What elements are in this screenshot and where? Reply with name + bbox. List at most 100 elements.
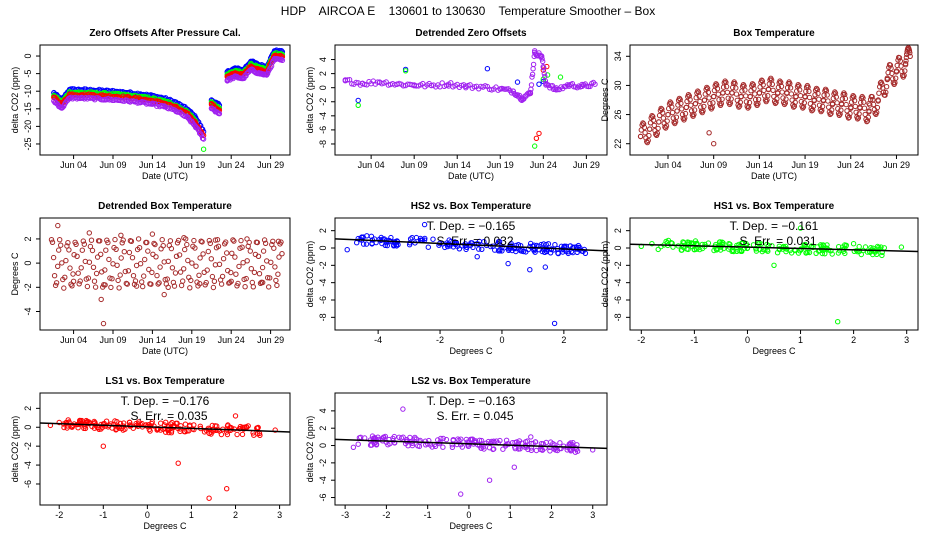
data-point [893,75,899,81]
plot-frame [334,217,608,331]
x-tick-label: Jun 14 [139,160,166,170]
data-point [248,266,255,272]
data-point [239,244,245,250]
data-point [73,241,79,248]
data-point [516,438,523,444]
data-point [127,422,133,428]
data-point [176,252,183,258]
data-point [570,249,576,256]
data-point [684,239,691,245]
data-point [178,282,185,289]
data-point [649,113,655,119]
data-point [833,94,839,100]
data-point [513,242,519,249]
y-tick-label: -6 [23,480,33,488]
data-point [854,116,861,122]
data-point [206,237,213,244]
data-point [91,278,98,284]
data-point [105,239,111,246]
data-point [113,246,119,253]
y-tick-label: -5 [23,70,33,78]
data-point [355,102,361,109]
data-point [719,96,725,102]
data-point [650,117,657,123]
data-point [654,130,660,136]
data-point [175,460,181,466]
data-point [74,253,80,259]
data-point [136,245,143,251]
data-point [80,238,87,244]
data-point [874,243,881,250]
x-axis-label: Degrees C [143,521,187,531]
panel-title: Detrended Zero Offsets [415,28,527,39]
data-point [407,236,414,242]
data-point [119,240,125,246]
data-point [267,275,273,281]
plot-panel-6: HS1 vs. Box Temperature -2 -1 0 1 2 3 2 0 -2 -4 -6 -… [600,201,919,356]
data-point [523,439,529,445]
x-tick-label: Jun 04 [654,160,681,170]
data-point [888,65,894,72]
data-point [527,89,534,96]
data-point [864,118,871,124]
data-point [182,421,189,427]
data-point [355,97,361,104]
data-point [279,251,285,257]
data-point [650,113,656,120]
data-point [547,448,553,454]
data-point [230,237,236,243]
data-point [678,100,684,107]
data-point [101,282,107,288]
data-point [212,423,218,429]
data-point [151,240,157,247]
data-point [685,241,691,248]
data-point [175,237,182,244]
data-point [62,274,68,280]
data-point [682,110,689,117]
data-point [792,99,798,106]
data-point [548,246,555,253]
data-point [876,244,882,251]
data-point [191,426,197,433]
data-point [165,258,172,264]
data-point [733,85,739,91]
data-point [446,237,452,243]
data-point [736,104,742,110]
data-point [77,417,83,424]
data-point [527,267,533,273]
data-point [149,231,156,237]
data-point [875,98,881,104]
data-point [182,246,188,253]
data-point [257,432,263,438]
y-tick-label: 2 [23,236,33,241]
data-point [255,253,262,259]
data-point [200,146,207,152]
data-point [539,56,545,62]
data-point [244,258,250,264]
x-tick-label: Jun 29 [257,160,284,170]
y-tick-label: -4 [318,476,328,484]
data-point [227,279,233,286]
data-point [167,238,174,244]
panel-title: Detrended Box Temperature [98,201,232,212]
std-error-label: S. Err. = 0.032 [436,234,513,248]
data-point [129,255,136,261]
data-point [560,249,566,255]
x-tick-label: Jun 09 [700,160,727,170]
y-axis-label: delta CO2 (ppm) [305,67,315,134]
data-point [86,230,93,236]
data-point [506,441,512,447]
y-tick-label: -6 [318,126,328,134]
x-tick-label: Jun 14 [746,160,773,170]
data-point [264,70,271,77]
data-point [701,97,708,104]
data-point [710,100,716,106]
data-point [203,279,209,286]
data-point [257,280,264,286]
data-point [525,90,531,96]
data-point [183,236,189,242]
x-tick-label: -1 [690,335,698,345]
y-tick-label: 0 [613,245,623,250]
data-point [756,241,762,247]
